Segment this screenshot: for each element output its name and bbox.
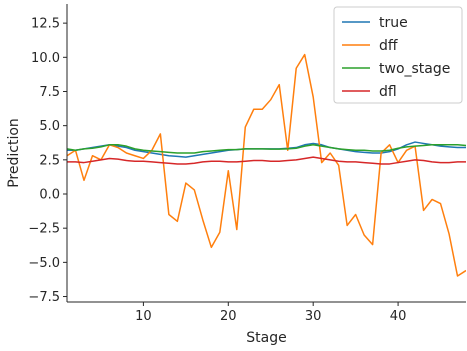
y-axis-label: Prediction — [6, 118, 22, 188]
y-tick-label: −5.0 — [28, 256, 60, 271]
series-layer — [67, 53, 466, 277]
legend-label: true — [379, 15, 408, 31]
y-tick-label: 5.0 — [39, 119, 60, 134]
y-tick-label: 0.0 — [39, 188, 60, 203]
y-tick-label: 10.0 — [31, 51, 60, 66]
x-tick-label: 40 — [390, 309, 407, 324]
y-tick-label: 7.5 — [39, 85, 60, 100]
axes-layer: 10 20 30 40 −7.5 −5.0 −2.5 0.0 2.5 5.0 7.5 10.0 12.5 — [28, 4, 466, 324]
y-tick-label: −7.5 — [28, 290, 60, 305]
x-tick-label: 20 — [220, 309, 237, 324]
legend-label: dff — [379, 38, 398, 54]
x-tick-label: 10 — [135, 309, 152, 324]
series-line-dfl — [67, 156, 466, 165]
series-line-dff — [67, 53, 466, 277]
y-tick-label: −2.5 — [28, 222, 60, 237]
x-axis-label: Stage — [246, 330, 286, 346]
y-tick-label: 12.5 — [31, 17, 60, 32]
legend-label: dfl — [379, 84, 397, 100]
legend-label: two_stage — [379, 61, 450, 77]
y-tick-label: 2.5 — [39, 153, 60, 168]
x-tick-label: 30 — [305, 309, 322, 324]
legend-frame — [333, 6, 463, 104]
series-line-two-stage — [67, 144, 466, 154]
